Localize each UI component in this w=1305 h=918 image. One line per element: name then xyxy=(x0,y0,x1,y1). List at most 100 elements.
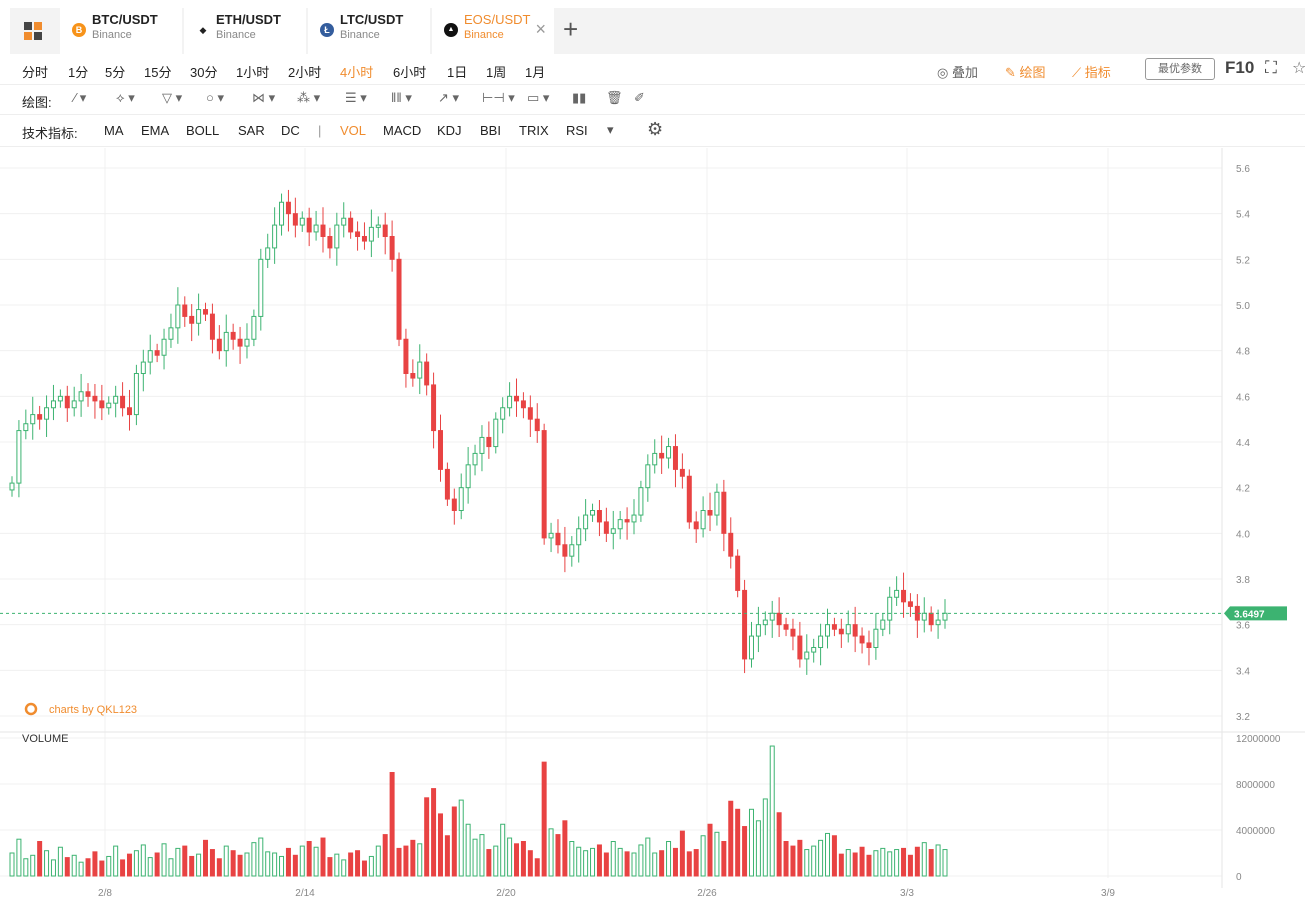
arrow-tool-icon[interactable]: ↗ ▾ xyxy=(438,90,460,105)
candle-body xyxy=(57,395,63,402)
volume-bar xyxy=(748,808,754,877)
volume-bar xyxy=(9,852,15,877)
volume-bar xyxy=(887,851,893,877)
candle-body xyxy=(265,247,271,260)
f10-button[interactable]: F10 xyxy=(1225,58,1255,77)
price-tick-label: 5.6 xyxy=(1236,164,1250,175)
volume-bar xyxy=(472,838,478,877)
settings-gear-icon[interactable]: ⚙ xyxy=(647,119,664,139)
volume-bar xyxy=(265,851,271,877)
channel-tool-icon[interactable]: ▽ ▾ xyxy=(162,90,183,105)
tab-ltc-usdt[interactable]: Ł LTC/USDT Binance xyxy=(308,8,430,54)
volume-bar xyxy=(389,772,395,877)
tab-eos-usdt[interactable]: ▲ EOS/USDT Binance × xyxy=(432,8,554,54)
candle-body xyxy=(721,491,727,534)
erase-draw-icon[interactable]: ✐ xyxy=(634,90,645,105)
period-item[interactable]: 1小时 xyxy=(236,65,270,80)
candle-body xyxy=(154,350,160,356)
period-item[interactable]: 分时 xyxy=(22,65,49,80)
chevron-down-icon[interactable]: ▾ xyxy=(607,122,614,137)
trash-icon[interactable]: 🗑 xyxy=(606,90,623,105)
candle-body xyxy=(203,309,209,315)
candle-body xyxy=(244,338,250,347)
fullscreen-icon[interactable]: ⛶ xyxy=(1265,58,1277,77)
volume-bar xyxy=(534,858,540,877)
period-item[interactable]: 1分 xyxy=(68,65,89,80)
indicator-item[interactable]: KDJ xyxy=(437,123,462,138)
volume-tick-label: 0 xyxy=(1236,872,1242,883)
period-item[interactable]: 1月 xyxy=(525,65,546,80)
wave-tool-icon[interactable]: ⁂ ▾ xyxy=(297,90,321,105)
indicator-item[interactable]: BBI xyxy=(480,123,501,138)
volume-bar xyxy=(299,845,305,877)
add-tab-plus-icon[interactable]: + xyxy=(563,14,579,44)
volume-bar xyxy=(500,823,506,877)
line-tool-icon[interactable]: ⁄ ▾ xyxy=(74,90,87,105)
candle-body xyxy=(818,635,824,649)
volume-bar xyxy=(106,855,112,877)
candle-body xyxy=(85,391,91,397)
period-item[interactable]: 1周 xyxy=(486,65,507,80)
period-item[interactable]: 1日 xyxy=(447,65,468,80)
period-item[interactable]: 30分 xyxy=(190,65,218,80)
optimal-params-button[interactable]: 最优参数 xyxy=(1145,58,1215,80)
watermark-text: charts by QKL123 xyxy=(49,704,137,716)
indicator-item[interactable]: MA xyxy=(104,123,124,138)
candle-body xyxy=(189,315,195,324)
indicator-button[interactable]: ⟋ 指标 xyxy=(1072,62,1111,81)
candle-body xyxy=(424,361,430,386)
star-icon[interactable]: ☆ xyxy=(1292,60,1305,77)
indicator-section-label: 技术指标: xyxy=(22,126,78,141)
indicator-item[interactable]: BOLL xyxy=(186,123,220,138)
pattern-tool-icon[interactable]: ⋈ ▾ xyxy=(252,90,276,105)
ray-tool-icon[interactable]: ⟡ ▾ xyxy=(116,90,135,105)
candle-body xyxy=(534,418,540,432)
period-item[interactable]: 5分 xyxy=(105,65,126,80)
indicator-item[interactable]: DC xyxy=(281,123,300,138)
volume-bar xyxy=(147,857,153,877)
volume-bar xyxy=(306,841,312,877)
volume-bar xyxy=(783,841,789,877)
candle-body xyxy=(548,532,554,539)
measure-tool-icon[interactable]: ⊢⊣ ▾ xyxy=(482,90,515,105)
volume-bar xyxy=(348,852,354,877)
price-tick-label: 4.6 xyxy=(1236,392,1250,403)
layout-grid-icon[interactable] xyxy=(10,8,56,54)
draw-button[interactable]: ✎ 绘图 xyxy=(1005,62,1046,81)
volume-bar xyxy=(790,845,796,877)
indicator-item[interactable]: SAR xyxy=(238,123,265,138)
candle-body xyxy=(928,612,934,626)
volume-bar xyxy=(569,841,575,877)
volume-bar xyxy=(230,850,236,877)
tab-btc-usdt[interactable]: B BTC/USDT Binance xyxy=(60,8,182,54)
tab-exchange: Binance xyxy=(340,29,380,41)
candle-body xyxy=(790,628,796,637)
price-tick-label: 3.8 xyxy=(1236,575,1250,586)
indicator-item-active[interactable]: VOL xyxy=(340,123,367,138)
period-item[interactable]: 15分 xyxy=(144,65,172,80)
volume-bar xyxy=(417,843,423,877)
shape-tool-icon[interactable]: ○ ▾ xyxy=(206,90,224,105)
volume-bar xyxy=(272,852,278,877)
indicator-item[interactable]: TRIX xyxy=(519,123,549,138)
period-item[interactable]: 2小时 xyxy=(288,65,322,80)
indicator-item[interactable]: EMA xyxy=(141,123,170,138)
comment-tool-icon[interactable]: ▭ ▾ xyxy=(527,90,550,105)
indicator-item[interactable]: MACD xyxy=(383,123,422,138)
indicator-item[interactable]: RSI xyxy=(566,123,588,138)
volume-bar xyxy=(368,855,374,877)
gann-tool-icon[interactable]: ‖‖ ▾ xyxy=(391,90,412,105)
fib-tool-icon[interactable]: ☰ ▾ xyxy=(345,90,367,105)
tab-eth-usdt[interactable]: ◆ ETH/USDT Binance xyxy=(184,8,306,54)
candle-body xyxy=(396,258,402,340)
candlestick-chart[interactable]: 5.6 5.4 5.2 5.0 4.8 4.6 4.4 4.2 4.0 3.8 3.6 3.4 3.2 1… xyxy=(0,148,1305,916)
overlay-button[interactable]: ◎ 叠加 xyxy=(937,62,978,81)
volume-bar-icon[interactable]: ▮▮ xyxy=(572,90,587,105)
candle-body xyxy=(375,224,381,228)
volume-bar xyxy=(126,853,132,877)
period-item-active[interactable]: 4小时 xyxy=(340,65,374,80)
period-item[interactable]: 6小时 xyxy=(393,65,427,80)
close-icon[interactable]: × xyxy=(535,19,546,39)
candle-body xyxy=(479,436,485,454)
price-tick-label: 4.0 xyxy=(1236,529,1250,540)
